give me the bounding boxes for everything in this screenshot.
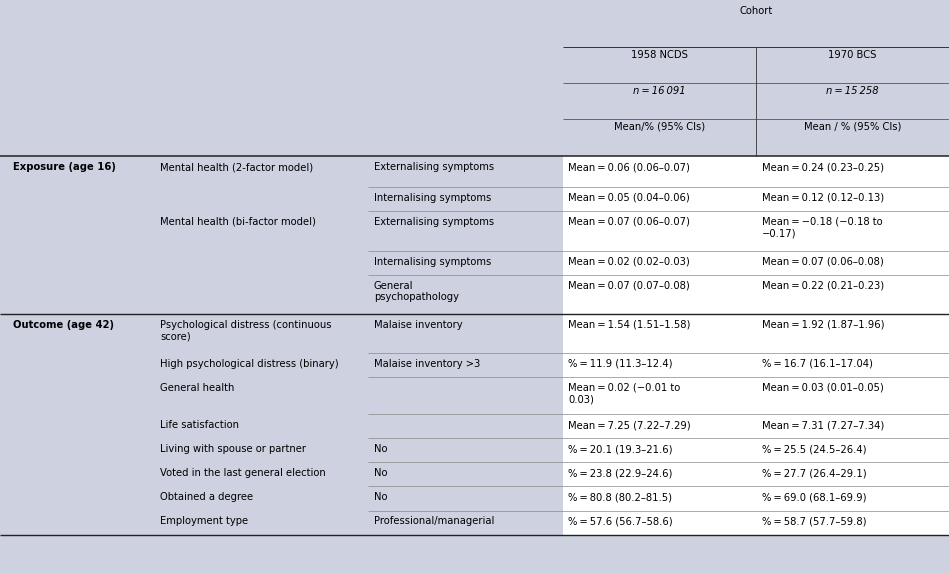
Text: Mean = 0.02 (0.02–0.03): Mean = 0.02 (0.02–0.03)	[568, 257, 690, 266]
Text: Employment type: Employment type	[160, 516, 249, 526]
Bar	[563, 211, 949, 251]
Text: Mean = 0.22 (0.21–0.23): Mean = 0.22 (0.21–0.23)	[762, 281, 884, 291]
Text: Outcome (age 42): Outcome (age 42)	[13, 320, 114, 329]
Text: n = 16 091: n = 16 091	[633, 86, 686, 96]
Text: Mean = 0.24 (0.23–0.25): Mean = 0.24 (0.23–0.25)	[762, 162, 884, 172]
Text: Cohort: Cohort	[739, 6, 772, 15]
Text: Voted in the last general election: Voted in the last general election	[160, 468, 326, 478]
Text: % = 16.7 (16.1–17.04): % = 16.7 (16.1–17.04)	[762, 359, 873, 368]
Text: Mental health (bi-factor model): Mental health (bi-factor model)	[160, 217, 316, 226]
Bar	[563, 353, 949, 377]
Text: 1970 BCS: 1970 BCS	[828, 50, 877, 60]
Text: Malaise inventory: Malaise inventory	[374, 320, 462, 329]
Text: Life satisfaction: Life satisfaction	[160, 420, 239, 430]
Text: n = 15 258: n = 15 258	[827, 86, 879, 96]
Text: Externalising symptoms: Externalising symptoms	[374, 217, 494, 226]
Text: % = 27.7 (26.4–29.1): % = 27.7 (26.4–29.1)	[762, 468, 866, 478]
Bar	[563, 438, 949, 462]
Text: Mean = −0.18 (−0.18 to
−0.17): Mean = −0.18 (−0.18 to −0.17)	[762, 217, 883, 238]
Text: High psychological distress (binary): High psychological distress (binary)	[160, 359, 339, 368]
Text: Mean = 0.02 (−0.01 to
0.03): Mean = 0.02 (−0.01 to 0.03)	[568, 383, 680, 405]
Text: Exposure (age 16): Exposure (age 16)	[13, 162, 116, 172]
Text: Malaise inventory >3: Malaise inventory >3	[374, 359, 480, 368]
Text: % = 80.8 (80.2–81.5): % = 80.8 (80.2–81.5)	[568, 492, 673, 502]
Text: No: No	[374, 492, 387, 502]
Text: Obtained a degree: Obtained a degree	[160, 492, 253, 502]
Bar	[563, 414, 949, 438]
Text: % = 58.7 (57.7–59.8): % = 58.7 (57.7–59.8)	[762, 516, 866, 526]
Text: % = 23.8 (22.9–24.6): % = 23.8 (22.9–24.6)	[568, 468, 673, 478]
Text: Psychological distress (continuous
score): Psychological distress (continuous score…	[160, 320, 332, 342]
Text: Mean = 1.54 (1.51–1.58): Mean = 1.54 (1.51–1.58)	[568, 320, 691, 329]
Text: Mean = 0.07 (0.06–0.08): Mean = 0.07 (0.06–0.08)	[762, 257, 884, 266]
Text: Internalising symptoms: Internalising symptoms	[374, 257, 492, 266]
Text: Mean = 7.31 (7.27–7.34): Mean = 7.31 (7.27–7.34)	[762, 420, 884, 430]
Text: Mental health (2-factor model): Mental health (2-factor model)	[160, 162, 313, 172]
Text: Mean/% (95% CIs): Mean/% (95% CIs)	[614, 121, 705, 131]
Text: Living with spouse or partner: Living with spouse or partner	[160, 444, 307, 454]
Text: % = 25.5 (24.5–26.4): % = 25.5 (24.5–26.4)	[762, 444, 866, 454]
Text: Professional/managerial: Professional/managerial	[374, 516, 494, 526]
Text: Mean = 0.03 (0.01–0.05): Mean = 0.03 (0.01–0.05)	[762, 383, 884, 393]
Text: Mean = 1.92 (1.87–1.96): Mean = 1.92 (1.87–1.96)	[762, 320, 884, 329]
Bar	[563, 462, 949, 486]
Text: Mean = 0.05 (0.04–0.06): Mean = 0.05 (0.04–0.06)	[568, 193, 690, 202]
Text: % = 11.9 (11.3–12.4): % = 11.9 (11.3–12.4)	[568, 359, 673, 368]
Bar	[563, 187, 949, 211]
Bar	[563, 486, 949, 511]
Text: % = 20.1 (19.3–21.6): % = 20.1 (19.3–21.6)	[568, 444, 673, 454]
Text: Mean = 7.25 (7.22–7.29): Mean = 7.25 (7.22–7.29)	[568, 420, 691, 430]
Text: Mean = 0.07 (0.06–0.07): Mean = 0.07 (0.06–0.07)	[568, 217, 690, 226]
Text: 1958 NCDS: 1958 NCDS	[631, 50, 688, 60]
Bar	[563, 314, 949, 353]
Bar	[563, 511, 949, 535]
Text: Mean = 0.06 (0.06–0.07): Mean = 0.06 (0.06–0.07)	[568, 162, 690, 172]
Text: Externalising symptoms: Externalising symptoms	[374, 162, 494, 172]
Bar	[563, 275, 949, 314]
Bar	[563, 156, 949, 187]
Text: No: No	[374, 444, 387, 454]
Text: Internalising symptoms: Internalising symptoms	[374, 193, 492, 202]
Text: General health: General health	[160, 383, 234, 393]
Text: % = 69.0 (68.1–69.9): % = 69.0 (68.1–69.9)	[762, 492, 866, 502]
Text: No: No	[374, 468, 387, 478]
Bar	[563, 377, 949, 414]
Text: Mean = 0.12 (0.12–0.13): Mean = 0.12 (0.12–0.13)	[762, 193, 884, 202]
Text: General
psychopathology: General psychopathology	[374, 281, 459, 303]
Bar	[563, 251, 949, 275]
Text: Mean = 0.07 (0.07–0.08): Mean = 0.07 (0.07–0.08)	[568, 281, 690, 291]
Text: % = 57.6 (56.7–58.6): % = 57.6 (56.7–58.6)	[568, 516, 673, 526]
Text: Mean / % (95% CIs): Mean / % (95% CIs)	[804, 121, 902, 131]
